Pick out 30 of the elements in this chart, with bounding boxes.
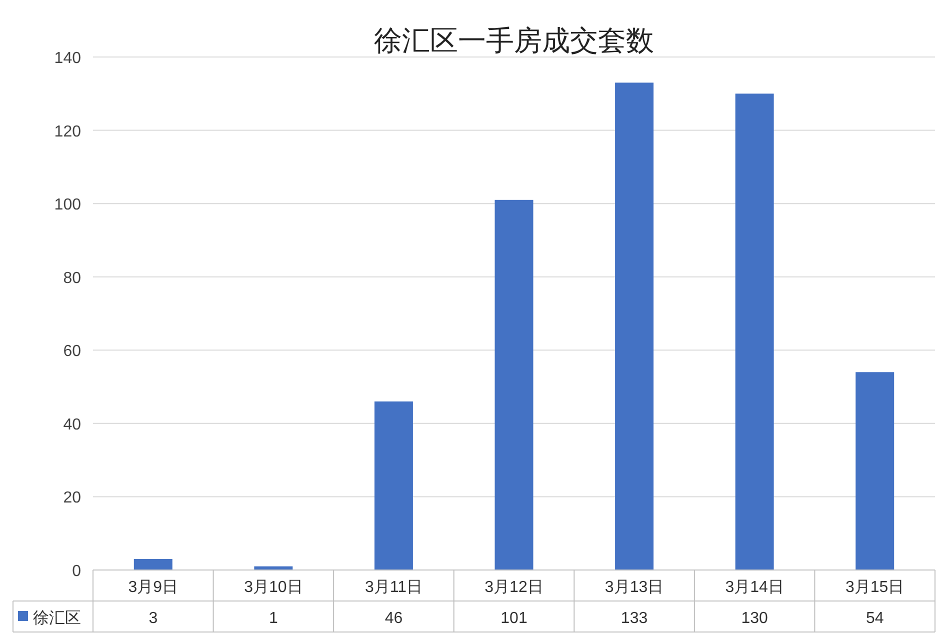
y-tick-label: 120 bbox=[54, 123, 82, 140]
y-tick-label: 100 bbox=[54, 196, 82, 214]
data-label: 46 bbox=[384, 610, 403, 627]
y-tick-label: 20 bbox=[63, 490, 82, 507]
data-label: 133 bbox=[620, 610, 648, 627]
x-tick-label: 3月12日 bbox=[484, 579, 544, 596]
bar bbox=[374, 401, 413, 570]
data-label: 130 bbox=[741, 610, 768, 627]
x-tick-label: 3月15日 bbox=[846, 579, 904, 596]
data-label: 101 bbox=[500, 610, 528, 627]
y-tick-label: 40 bbox=[63, 416, 82, 434]
bar bbox=[134, 559, 172, 570]
bar bbox=[735, 94, 774, 570]
legend-label: 徐汇区 bbox=[33, 610, 81, 627]
bar bbox=[615, 82, 654, 570]
x-tick-label: 3月11日 bbox=[364, 579, 422, 596]
y-tick-label: 60 bbox=[63, 343, 82, 360]
x-tick-label: 3月10日 bbox=[244, 579, 303, 596]
chart-title: 徐汇区一手房成交套数 bbox=[374, 26, 654, 57]
data-label: 1 bbox=[268, 610, 278, 627]
x-tick-label: 3月9日 bbox=[128, 579, 178, 596]
x-tick-label: 3月13日 bbox=[604, 579, 664, 596]
data-label: 54 bbox=[866, 610, 884, 627]
y-tick-label: 80 bbox=[63, 270, 82, 287]
bar bbox=[494, 200, 534, 570]
y-tick-label: 0 bbox=[72, 563, 82, 580]
x-tick-label: 3月14日 bbox=[725, 579, 784, 596]
bar bbox=[856, 372, 894, 570]
data-label: 3 bbox=[148, 610, 158, 627]
y-tick-label: 140 bbox=[54, 50, 82, 67]
